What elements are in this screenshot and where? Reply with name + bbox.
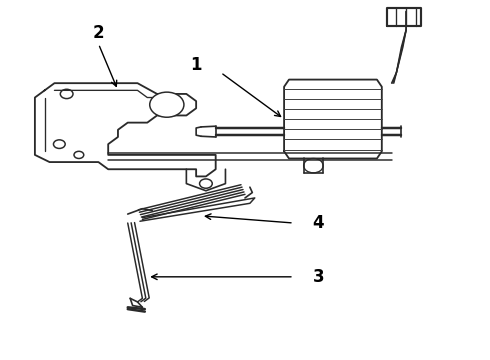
Text: 2: 2 xyxy=(93,24,104,42)
Text: 4: 4 xyxy=(313,214,324,232)
Text: 3: 3 xyxy=(313,268,324,286)
Circle shape xyxy=(150,92,184,117)
Text: 1: 1 xyxy=(191,56,202,74)
